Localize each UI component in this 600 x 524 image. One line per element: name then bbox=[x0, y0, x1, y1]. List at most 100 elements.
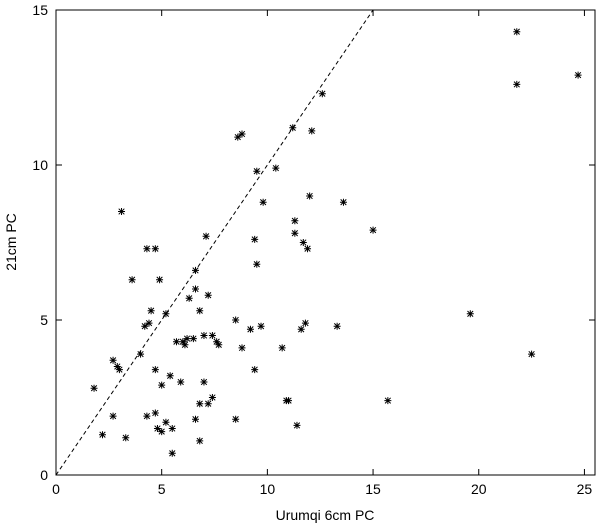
data-point bbox=[215, 341, 223, 349]
data-point bbox=[259, 198, 267, 206]
y-axis-label: 21cm PC bbox=[3, 213, 19, 271]
data-point bbox=[204, 400, 212, 408]
data-point bbox=[257, 322, 265, 330]
data-point bbox=[369, 226, 377, 234]
data-point bbox=[293, 421, 301, 429]
data-point bbox=[151, 409, 159, 417]
data-point bbox=[185, 294, 193, 302]
data-point bbox=[196, 307, 204, 315]
data-point bbox=[145, 319, 153, 327]
data-point bbox=[118, 208, 126, 215]
data-point bbox=[306, 192, 314, 200]
data-point bbox=[177, 378, 185, 386]
data-point bbox=[189, 335, 197, 343]
data-point bbox=[232, 316, 240, 324]
data-point bbox=[200, 378, 208, 386]
data-point bbox=[246, 325, 254, 333]
data-point bbox=[299, 239, 307, 246]
data-point bbox=[183, 335, 191, 343]
data-point bbox=[166, 372, 174, 380]
x-tick-label: 25 bbox=[577, 481, 593, 497]
data-point bbox=[192, 266, 200, 274]
data-point bbox=[251, 235, 259, 243]
data-point bbox=[147, 307, 155, 315]
data-point bbox=[304, 245, 312, 253]
data-point bbox=[253, 167, 261, 175]
data-point bbox=[153, 425, 161, 432]
data-point bbox=[90, 384, 98, 392]
data-point bbox=[196, 400, 204, 408]
data-point bbox=[513, 28, 521, 36]
data-point bbox=[251, 366, 259, 374]
data-point bbox=[109, 412, 117, 420]
data-point bbox=[238, 344, 246, 352]
data-point bbox=[162, 418, 170, 426]
data-point bbox=[179, 338, 187, 346]
data-point bbox=[318, 90, 326, 98]
data-point bbox=[151, 366, 159, 374]
data-point bbox=[168, 449, 176, 457]
data-point bbox=[158, 428, 166, 436]
data-point bbox=[213, 338, 221, 346]
data-point bbox=[162, 310, 170, 318]
data-point bbox=[99, 431, 107, 439]
x-tick-label: 0 bbox=[52, 481, 60, 497]
data-point bbox=[192, 415, 200, 423]
data-point bbox=[113, 363, 121, 370]
data-point bbox=[384, 397, 392, 405]
x-tick-label: 20 bbox=[471, 481, 487, 497]
data-point bbox=[158, 381, 166, 389]
data-point bbox=[192, 285, 200, 293]
y-tick-label: 5 bbox=[40, 312, 48, 328]
data-point bbox=[156, 276, 164, 284]
data-point bbox=[196, 437, 204, 445]
data-point bbox=[291, 229, 299, 237]
data-point bbox=[528, 350, 536, 358]
data-points bbox=[90, 28, 582, 457]
data-point bbox=[234, 133, 242, 141]
data-point bbox=[168, 425, 176, 432]
x-tick-label: 10 bbox=[260, 481, 276, 497]
axis-ticks bbox=[55, 9, 595, 476]
data-point bbox=[513, 80, 521, 88]
data-point bbox=[278, 344, 286, 352]
data-point bbox=[301, 319, 309, 327]
y-tick-label: 10 bbox=[32, 157, 48, 173]
data-point bbox=[308, 127, 316, 135]
data-point bbox=[143, 245, 151, 253]
data-point bbox=[333, 322, 341, 330]
data-point bbox=[291, 217, 299, 225]
data-point bbox=[232, 415, 240, 423]
data-point bbox=[115, 366, 123, 374]
y-tick-label: 0 bbox=[40, 467, 48, 483]
data-point bbox=[272, 164, 280, 172]
data-point bbox=[208, 394, 216, 401]
data-point bbox=[202, 232, 210, 240]
data-point bbox=[339, 198, 347, 206]
data-point bbox=[285, 397, 293, 405]
data-point bbox=[204, 291, 212, 299]
data-point bbox=[238, 130, 246, 138]
data-point bbox=[181, 341, 189, 349]
x-tick-label: 5 bbox=[158, 481, 166, 497]
reference-line-y-equals-x bbox=[55, 9, 374, 476]
data-point bbox=[172, 338, 180, 346]
data-point bbox=[109, 356, 117, 364]
data-point bbox=[151, 245, 159, 253]
data-point bbox=[208, 332, 216, 339]
data-point bbox=[574, 71, 582, 79]
data-point bbox=[122, 434, 130, 442]
data-point bbox=[200, 332, 208, 339]
data-point bbox=[289, 124, 297, 132]
axis-tick-labels: 0 5 10 15 20 25 0 5 10 15 bbox=[32, 2, 592, 497]
data-point bbox=[253, 260, 261, 268]
x-tick-label: 15 bbox=[365, 481, 381, 497]
plot-frame bbox=[55, 9, 596, 476]
data-point bbox=[466, 310, 474, 318]
data-point bbox=[297, 325, 305, 333]
data-point bbox=[141, 322, 149, 330]
data-point bbox=[128, 276, 136, 284]
data-point bbox=[137, 350, 145, 358]
data-point bbox=[143, 412, 151, 420]
